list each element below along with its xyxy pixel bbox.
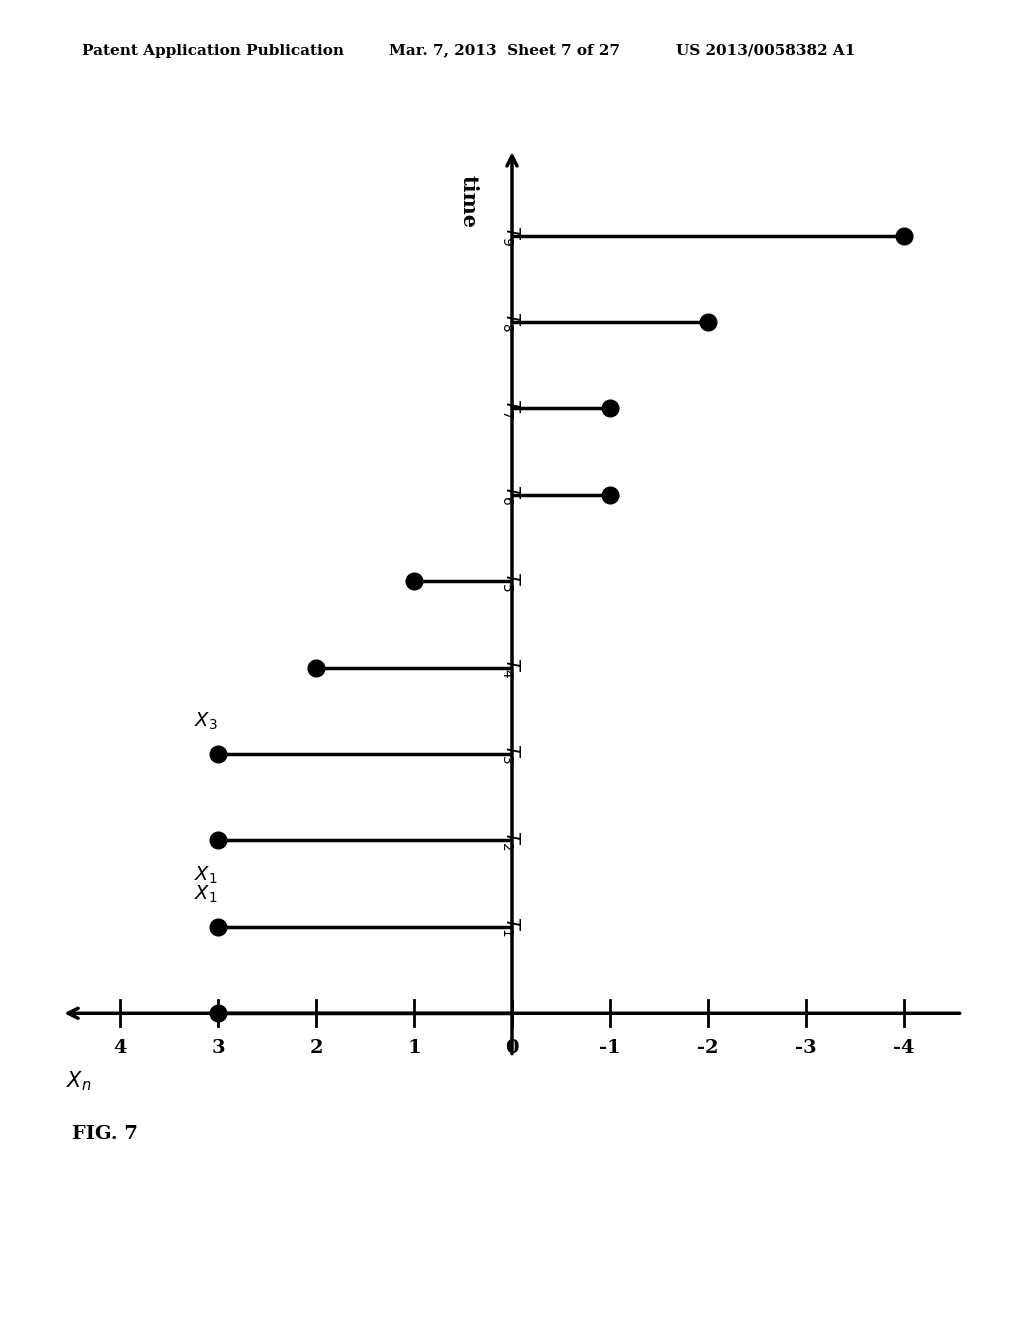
Text: $X_n$: $X_n$ xyxy=(67,1069,92,1093)
Text: $T_{7}$: $T_{7}$ xyxy=(501,397,521,420)
Text: 2: 2 xyxy=(309,1039,323,1057)
Text: $T_{8}$: $T_{8}$ xyxy=(501,312,521,333)
Text: $T_{3}$: $T_{3}$ xyxy=(501,743,521,764)
Text: 4: 4 xyxy=(114,1039,127,1057)
Text: 1: 1 xyxy=(408,1039,421,1057)
Text: $X_1$: $X_1$ xyxy=(194,884,217,906)
Text: 3: 3 xyxy=(211,1039,225,1057)
Text: -4: -4 xyxy=(893,1039,914,1057)
Text: $T_{1}$: $T_{1}$ xyxy=(501,916,521,937)
Text: Mar. 7, 2013  Sheet 7 of 27: Mar. 7, 2013 Sheet 7 of 27 xyxy=(389,44,621,58)
Text: time: time xyxy=(458,176,478,228)
Text: $X_3$: $X_3$ xyxy=(194,711,217,733)
Text: $T_{9}$: $T_{9}$ xyxy=(501,224,521,247)
Text: $T_{5}$: $T_{5}$ xyxy=(501,570,521,591)
Text: -1: -1 xyxy=(599,1039,621,1057)
Text: $T_{4}$: $T_{4}$ xyxy=(501,657,521,678)
Text: $X_1$: $X_1$ xyxy=(194,865,217,886)
Text: Patent Application Publication: Patent Application Publication xyxy=(82,44,344,58)
Text: US 2013/0058382 A1: US 2013/0058382 A1 xyxy=(676,44,855,58)
Text: $T_{6}$: $T_{6}$ xyxy=(501,484,521,506)
Text: 0: 0 xyxy=(505,1039,519,1057)
Text: $T_{2}$: $T_{2}$ xyxy=(501,830,521,851)
Text: -3: -3 xyxy=(795,1039,817,1057)
Text: -2: -2 xyxy=(697,1039,719,1057)
Text: FIG. 7: FIG. 7 xyxy=(72,1125,137,1143)
